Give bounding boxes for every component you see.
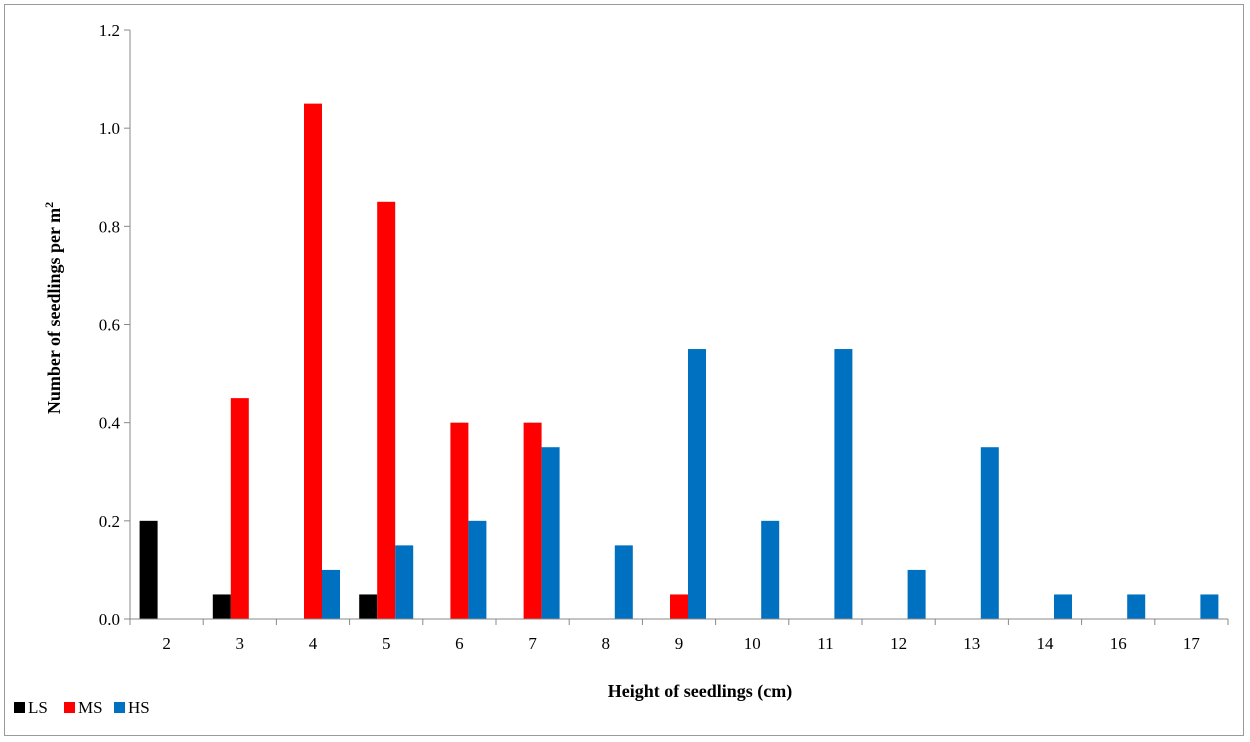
bars-layer <box>139 103 1219 619</box>
bar-hs <box>614 545 633 619</box>
x-ticks: 2 3 4 5 6 7 8 9 10 11 12 13 14 16 17 <box>129 619 1229 653</box>
legend-label-ls: LS <box>28 698 48 717</box>
bar-hs <box>541 447 560 619</box>
x-tick-label: 6 <box>455 634 464 653</box>
legend-label-ms: MS <box>78 698 103 717</box>
legend-label-hs: HS <box>128 698 150 717</box>
bar-hs <box>322 569 340 619</box>
x-tick-label: 16 <box>1110 634 1127 653</box>
x-tick-label: 2 <box>162 634 171 653</box>
y-tick-label: 0.6 <box>99 316 120 335</box>
bar-ms <box>523 422 542 619</box>
y-axis-title: Number of seedlings per m2 <box>42 202 64 414</box>
x-tick-label: 17 <box>1183 634 1201 653</box>
y-axis-title-superscript: 2 <box>42 202 56 208</box>
x-tick-label: 13 <box>963 634 980 653</box>
y-tick-label: 0.4 <box>99 414 121 433</box>
legend-swatch-ls <box>14 702 25 713</box>
x-tick-label: 11 <box>817 634 833 653</box>
bar-ms <box>377 201 396 619</box>
y-tick-label: 0.2 <box>99 512 120 531</box>
axes-layer <box>129 30 1228 620</box>
x-tick-label: 10 <box>744 634 761 653</box>
bar-hs <box>907 569 926 619</box>
bar-ls <box>359 594 378 619</box>
bar-hs <box>688 349 706 619</box>
bar-hs <box>1127 594 1146 619</box>
legend-swatch-ms <box>64 702 75 713</box>
x-tick-label: 14 <box>1037 634 1055 653</box>
legend-swatch-hs <box>114 702 125 713</box>
x-tick-label: 5 <box>382 634 391 653</box>
bar-ls <box>212 594 231 619</box>
x-tick-label: 3 <box>236 634 245 653</box>
bar-hs <box>1054 594 1072 619</box>
y-tick-label: 1.0 <box>99 119 120 138</box>
x-tick-label: 12 <box>890 634 907 653</box>
y-axis-title-main: Number of seedlings per m <box>44 208 64 414</box>
bar-ms <box>304 103 322 619</box>
x-tick-label: 8 <box>602 634 611 653</box>
x-tick-label: 7 <box>528 634 537 653</box>
bar-ls <box>139 520 158 619</box>
bar-ms <box>230 398 249 619</box>
y-tick-label: 1.2 <box>99 21 120 40</box>
bar-hs <box>980 447 999 619</box>
bar-hs <box>395 545 414 619</box>
legend: LS MS HS <box>14 698 150 717</box>
bar-ms <box>450 422 469 619</box>
y-tick-label: 0.8 <box>99 217 120 236</box>
bar-ms <box>670 594 688 619</box>
bar-hs <box>761 520 780 619</box>
bar-hs <box>834 349 853 619</box>
x-axis-title: Height of seedlings (cm) <box>608 681 792 702</box>
x-tick-label: 4 <box>309 634 318 653</box>
bar-hs <box>468 520 487 619</box>
y-tick-label: 0.0 <box>99 610 120 629</box>
y-ticks: 0.0 0.2 0.4 0.6 0.8 1.0 1.2 <box>99 21 130 629</box>
bar-hs <box>1200 594 1219 619</box>
x-tick-label: 9 <box>675 634 684 653</box>
